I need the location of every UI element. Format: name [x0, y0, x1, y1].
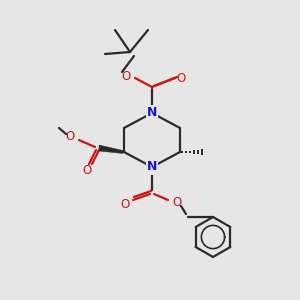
Text: O: O — [65, 130, 75, 143]
Text: N: N — [147, 106, 157, 119]
Text: N: N — [147, 160, 157, 173]
Text: O: O — [176, 71, 186, 85]
Text: O: O — [172, 196, 182, 209]
Polygon shape — [99, 145, 123, 154]
Text: O: O — [120, 197, 130, 211]
Text: O: O — [122, 70, 130, 83]
Text: O: O — [82, 164, 91, 178]
